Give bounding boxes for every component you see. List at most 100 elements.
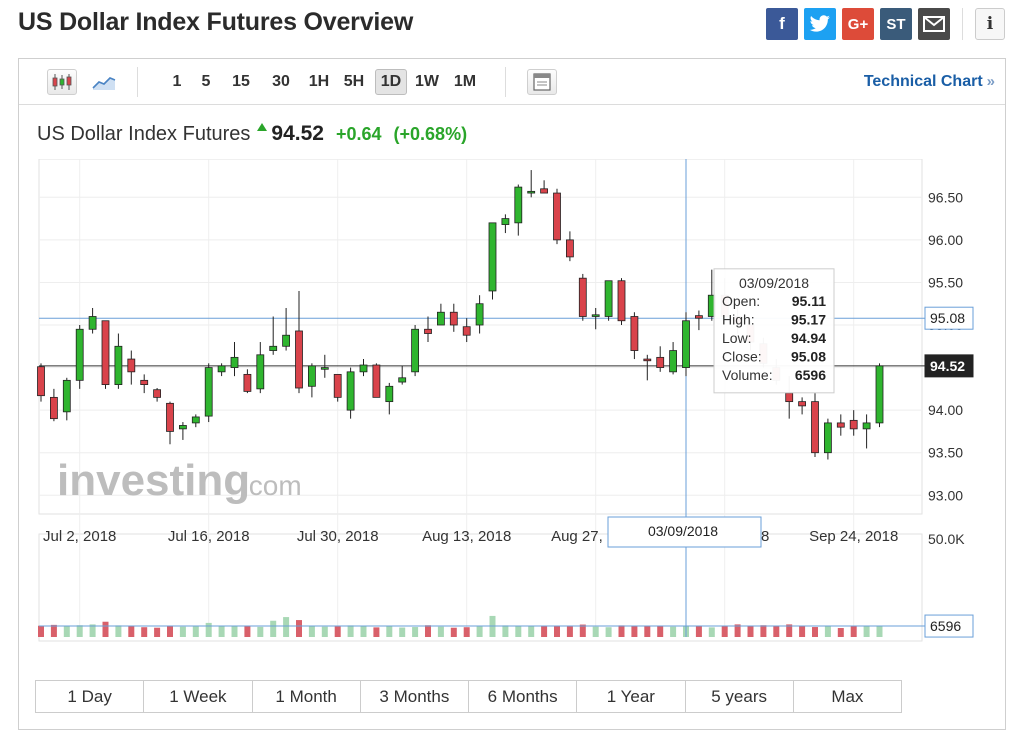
candle-body	[75, 328, 84, 381]
stocktwits-icon[interactable]: ST	[880, 8, 912, 40]
volume-bar	[708, 627, 715, 637]
crosshair-volume-label: 6596	[930, 618, 961, 634]
candle-body	[256, 354, 265, 390]
period-1-day[interactable]: 1 Day	[36, 681, 145, 712]
volume-bar	[502, 625, 509, 637]
volume-bar	[773, 625, 780, 637]
volume-bar	[373, 627, 380, 637]
window-icon	[533, 73, 551, 91]
google-plus-icon[interactable]: G+	[842, 8, 874, 40]
candle	[836, 414, 845, 436]
volume-bar	[721, 625, 728, 637]
info-icon[interactable]: i	[975, 8, 1005, 40]
area-chart-button[interactable]	[89, 69, 119, 95]
instrument-name: US Dollar Index Futures	[37, 123, 251, 145]
tooltip-label: Volume:	[722, 367, 773, 383]
period-1-year[interactable]: 1 Year	[577, 681, 686, 712]
candle	[449, 303, 458, 332]
candlestick-chart-button[interactable]	[47, 69, 77, 95]
interval-1m[interactable]: 1M	[453, 73, 477, 90]
candle	[372, 363, 381, 398]
volume-bar	[102, 621, 109, 637]
volume-bar	[296, 620, 302, 637]
interval-1h[interactable]: 1H	[308, 73, 330, 90]
email-icon[interactable]	[918, 8, 950, 40]
volume-bar	[360, 626, 367, 637]
period-3-months[interactable]: 3 Months	[360, 681, 469, 712]
candle	[643, 354, 652, 381]
price-chart[interactable]: investing .com 96.5096.0095.5095.0094.50…	[37, 159, 1007, 665]
volume-bar	[167, 625, 173, 637]
candle-body	[527, 190, 536, 194]
interval-5h[interactable]: 5H	[343, 73, 365, 90]
toolbar-divider	[137, 67, 138, 97]
candle-body	[320, 367, 329, 370]
candle-body	[114, 345, 123, 385]
price-tick-label: 93.00	[928, 487, 963, 503]
candle	[398, 365, 407, 385]
interval-30[interactable]: 30	[272, 73, 290, 90]
volume-bar	[257, 626, 264, 637]
volume-bar	[799, 625, 806, 637]
volume-bar	[399, 627, 406, 637]
candle	[140, 374, 149, 394]
interval-1d[interactable]: 1D	[375, 69, 407, 95]
candle-body	[669, 350, 677, 373]
interval-1[interactable]: 1	[172, 73, 182, 90]
candle	[849, 410, 858, 436]
volume-bar	[695, 626, 702, 637]
page-title: US Dollar Index Futures Overview	[18, 8, 414, 36]
facebook-icon[interactable]: f	[766, 8, 798, 40]
period-1-month[interactable]: 1 Month	[252, 681, 361, 712]
candle-body	[372, 364, 381, 398]
chart-settings-button[interactable]	[527, 69, 557, 95]
crosshair-volume-label-box	[924, 614, 974, 638]
volume-bar	[179, 626, 186, 637]
volume-bar	[528, 626, 535, 637]
volume-bar	[734, 624, 741, 637]
candle-body	[385, 385, 394, 403]
volume-bar	[554, 625, 560, 637]
candle-body	[62, 379, 71, 413]
candle	[862, 414, 871, 449]
candle	[204, 363, 213, 423]
volume-bar	[850, 626, 857, 637]
technical-chart-link[interactable]: Technical Chart»	[864, 73, 995, 91]
date-axis: Jul 2, 2018 Jul 16, 2018 Jul 30, 2018 Aug 1…	[43, 528, 898, 545]
candle	[824, 418, 832, 460]
interval-1w[interactable]: 1W	[415, 73, 439, 90]
twitter-icon[interactable]	[804, 8, 836, 40]
date-tick-label: Jul 30, 2018	[297, 528, 379, 545]
candle	[798, 397, 806, 415]
candle-body	[37, 366, 45, 397]
volume-bar	[412, 627, 419, 637]
period-6-months[interactable]: 6 Months	[469, 681, 578, 712]
candle-body	[875, 365, 884, 424]
price-tick-label: 93.50	[928, 445, 963, 461]
candle-body	[191, 416, 200, 424]
interval-5[interactable]: 5	[201, 73, 211, 90]
period-max[interactable]: Max	[793, 681, 901, 712]
period-5-years[interactable]: 5 years	[685, 681, 794, 712]
volume-bar	[786, 624, 793, 637]
period-1-week[interactable]: 1 Week	[144, 681, 253, 712]
price-axis: 96.5096.0095.5095.0094.5094.0093.5093.00…	[924, 189, 974, 638]
candle-body	[540, 188, 549, 194]
candle	[553, 188, 561, 245]
candle	[630, 312, 639, 360]
candle	[346, 367, 355, 419]
volume-bar	[579, 624, 586, 637]
interval-15[interactable]: 15	[232, 73, 250, 90]
candle-body	[785, 392, 794, 403]
candle	[811, 393, 819, 457]
candle-body	[230, 356, 239, 368]
candle	[320, 354, 329, 378]
candle-body	[243, 373, 252, 392]
candle-body	[88, 316, 97, 330]
volume-bar	[425, 625, 431, 637]
last-price-label: 94.52	[930, 358, 965, 374]
volume-bar	[657, 625, 664, 637]
candle	[424, 316, 432, 343]
date-tick-label: Jul 16, 2018	[168, 528, 250, 545]
